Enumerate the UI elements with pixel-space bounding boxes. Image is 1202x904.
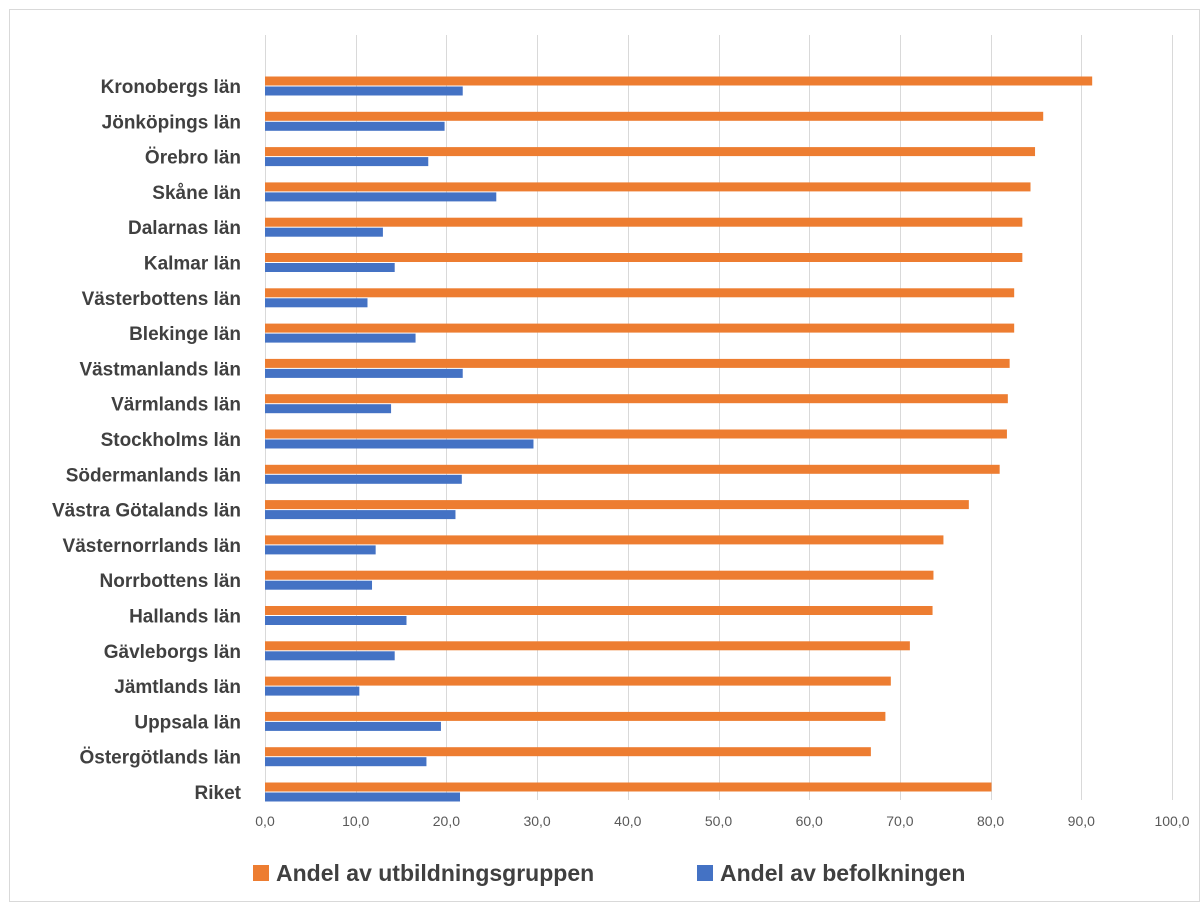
- bar-befolkningen: [265, 263, 395, 272]
- category-label: Gävleborgs län: [104, 642, 241, 663]
- bar-befolkningen: [265, 686, 360, 696]
- category-label: Östergötlands län: [79, 748, 241, 769]
- category-label: Västernorrlands län: [63, 536, 241, 557]
- bar-utbildningsgruppen: [265, 182, 1031, 192]
- bar-utbildningsgruppen: [265, 782, 992, 792]
- bar-utbildningsgruppen: [265, 711, 886, 721]
- category-label: Dalarnas län: [128, 218, 241, 239]
- bar-utbildningsgruppen: [265, 288, 1015, 298]
- x-tick-label: 50,0: [705, 813, 732, 829]
- bar-utbildningsgruppen: [265, 641, 910, 651]
- bar-utbildningsgruppen: [265, 76, 1093, 86]
- bar-utbildningsgruppen: [265, 464, 1000, 474]
- bar-befolkningen: [265, 404, 392, 414]
- bar-utbildningsgruppen: [265, 676, 891, 686]
- bar-befolkningen: [265, 86, 463, 96]
- bar-utbildningsgruppen: [265, 747, 871, 757]
- bar-utbildningsgruppen: [265, 111, 1044, 121]
- category-label: Riket: [195, 783, 242, 804]
- legend-swatch-befolkningen: [697, 865, 713, 881]
- bar-befolkningen: [265, 792, 461, 802]
- bar-utbildningsgruppen: [265, 606, 933, 615]
- bar-utbildningsgruppen: [265, 570, 934, 580]
- category-label: Skåne län: [152, 183, 241, 204]
- x-tick-label: 40,0: [614, 813, 641, 829]
- category-label: Uppsala län: [134, 712, 241, 733]
- category-label: Västra Götalands län: [52, 501, 241, 522]
- bar-befolkningen: [265, 121, 445, 131]
- bar-utbildningsgruppen: [265, 217, 1023, 227]
- bar-befolkningen: [265, 368, 463, 378]
- legend-swatch-utbildningsgruppen: [253, 865, 269, 881]
- bar-utbildningsgruppen: [265, 535, 944, 545]
- bar-utbildningsgruppen: [265, 358, 1010, 368]
- category-label: Blekinge län: [129, 324, 241, 345]
- category-label: Västerbottens län: [82, 289, 241, 310]
- category-label: Kalmar län: [144, 254, 241, 275]
- bars: [265, 76, 1093, 802]
- category-label: Hallands län: [129, 607, 241, 628]
- bar-befolkningen: [265, 510, 456, 520]
- category-label: Södermanlands län: [66, 465, 241, 486]
- legend-label-utbildningsgruppen: Andel av utbildningsgruppen: [276, 860, 594, 886]
- bar-utbildningsgruppen: [265, 323, 1015, 333]
- x-tick-label: 10,0: [342, 813, 369, 829]
- category-labels: Kronobergs län Jönköpings län Örebro län Sk…: [52, 77, 242, 804]
- bar-befolkningen: [265, 227, 383, 237]
- category-label: Norrbottens län: [100, 571, 241, 592]
- bar-befolkningen: [265, 157, 429, 167]
- legend: Andel av utbildningsgruppen Andel av bef…: [253, 860, 965, 886]
- x-tick-label: 80,0: [977, 813, 1004, 829]
- bar-utbildningsgruppen: [265, 253, 1023, 262]
- category-label: Stockholms län: [101, 430, 241, 451]
- chart-frame: Kronobergs län Jönköpings län Örebro län Sk…: [9, 9, 1200, 902]
- category-label: Jönköpings län: [102, 112, 241, 133]
- x-tick-label: 30,0: [523, 813, 550, 829]
- category-label: Västmanlands län: [79, 359, 241, 380]
- bar-befolkningen: [265, 439, 534, 449]
- bar-befolkningen: [265, 721, 441, 731]
- bar-utbildningsgruppen: [265, 429, 1007, 439]
- legend-label-befolkningen: Andel av befolkningen: [720, 860, 965, 886]
- x-tick-label: 0,0: [255, 813, 275, 829]
- bar-befolkningen: [265, 545, 376, 555]
- bar-utbildningsgruppen: [265, 394, 1008, 404]
- bar-befolkningen: [265, 757, 427, 767]
- bar-befolkningen: [265, 298, 368, 308]
- bar-utbildningsgruppen: [265, 500, 969, 510]
- x-tick-label: 90,0: [1068, 813, 1095, 829]
- bar-befolkningen: [265, 580, 373, 590]
- bar-befolkningen: [265, 616, 407, 625]
- bar-chart: Kronobergs län Jönköpings län Örebro län Sk…: [52, 35, 1190, 886]
- x-tick-label: 70,0: [886, 813, 913, 829]
- category-label: Värmlands län: [111, 395, 241, 416]
- category-label: Jämtlands län: [114, 677, 241, 698]
- category-label: Kronobergs län: [101, 77, 241, 98]
- x-tick-label: 20,0: [433, 813, 460, 829]
- category-label: Örebro län: [145, 148, 241, 169]
- bar-utbildningsgruppen: [265, 147, 1036, 157]
- bar-befolkningen: [265, 474, 462, 484]
- x-tick-labels: 0,0 10,0 20,0 30,0 40,0 50,0 60,0 70,0 80,0 90,0 1…: [255, 813, 1189, 829]
- x-tick-label: 60,0: [796, 813, 823, 829]
- bar-befolkningen: [265, 333, 416, 343]
- x-tick-label: 100,0: [1154, 813, 1189, 829]
- bar-befolkningen: [265, 192, 497, 202]
- bar-befolkningen: [265, 651, 395, 661]
